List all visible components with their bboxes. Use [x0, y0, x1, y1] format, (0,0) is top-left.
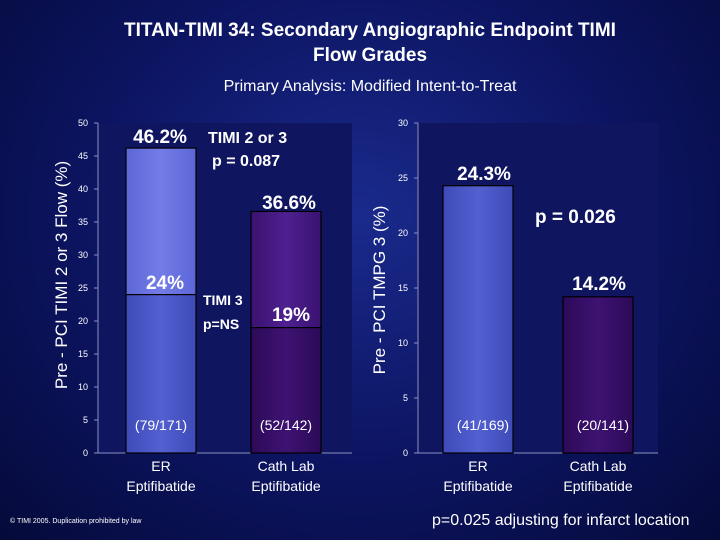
left-ytick-label: 5	[83, 415, 88, 425]
left-bar-timi3-0	[125, 294, 197, 454]
left-ylabel: Pre - PCI TIMI 2 or 3 Flow (%)	[52, 161, 71, 389]
right-ytick-label: 20	[398, 228, 408, 238]
right-chart: 0 5 10 15 20 25 30 ER Eptifibatide Cath Lab Eptifi…	[398, 118, 658, 494]
right-ytick-label: 25	[398, 173, 408, 183]
footnote: p=0.025 adjusting for infarct location	[432, 512, 690, 529]
left-count-label: (79/171)	[135, 417, 187, 433]
left-category-label: Eptifibatide	[126, 478, 195, 494]
copyright-text: © TIMI 2005. Duplication prohibited by l…	[10, 518, 142, 525]
left-annot-timi3: TIMI 3	[203, 292, 243, 308]
left-category-label: ER	[151, 458, 170, 474]
left-ytick-label: 25	[78, 283, 88, 293]
left-bar-timi23-0	[125, 147, 197, 296]
left-annot-timi23: TIMI 2 or 3	[208, 130, 287, 147]
right-data-label: 14.2%	[572, 274, 626, 295]
right-ytick-label: 10	[398, 338, 408, 348]
left-ytick-label: 35	[78, 217, 88, 227]
left-data-label-upper: 46.2%	[133, 127, 187, 148]
right-bar-0	[442, 185, 514, 454]
right-count-label: (20/141)	[577, 417, 629, 433]
right-category-label: ER	[468, 458, 487, 474]
left-chart: 0 5 10 15 20 25 30 35 40 45 50 ER Eptifibatide Cath L…	[78, 118, 352, 494]
left-ytick-label: 30	[78, 250, 88, 260]
left-ytick-label: 50	[78, 118, 88, 128]
left-annot-p087: p = 0.087	[212, 153, 280, 170]
right-category-label: Eptifibatide	[443, 478, 512, 494]
right-ylabel: Pre - PCI TMPG 3 (%)	[370, 206, 389, 375]
right-ytick-label: 5	[403, 393, 408, 403]
left-ytick-label: 45	[78, 151, 88, 161]
left-ytick-label: 15	[78, 349, 88, 359]
left-data-label-lower: 24%	[146, 273, 184, 294]
left-data-label-upper: 36.6%	[262, 193, 316, 214]
left-ytick-label: 40	[78, 184, 88, 194]
slide-title: TITAN-TIMI 34: Secondary Angiographic En…	[124, 20, 616, 66]
right-bar-1	[562, 296, 634, 454]
right-count-label: (41/169)	[457, 417, 509, 433]
right-annot-p026: p = 0.026	[535, 207, 616, 228]
left-annot-pns: p=NS	[203, 316, 239, 332]
slide-subtitle: Primary Analysis: Modified Intent-to-Tre…	[223, 78, 517, 95]
left-count-label: (52/142)	[260, 417, 312, 433]
left-category-label: Cath Lab	[258, 458, 315, 474]
right-ytick-label: 30	[398, 118, 408, 128]
left-bar-timi23-1	[250, 210, 322, 329]
left-ytick-label: 10	[78, 382, 88, 392]
left-bar-timi3-1	[250, 327, 322, 454]
left-category-label: Eptifibatide	[251, 478, 320, 494]
left-data-label-lower: 19%	[272, 305, 310, 326]
right-category-label: Eptifibatide	[563, 478, 632, 494]
left-ytick-label: 20	[78, 316, 88, 326]
right-data-label: 24.3%	[457, 164, 511, 185]
right-ytick-label: 0	[403, 448, 408, 458]
left-ytick-label: 0	[83, 448, 88, 458]
right-ytick-label: 15	[398, 283, 408, 293]
right-category-label: Cath Lab	[570, 458, 627, 474]
